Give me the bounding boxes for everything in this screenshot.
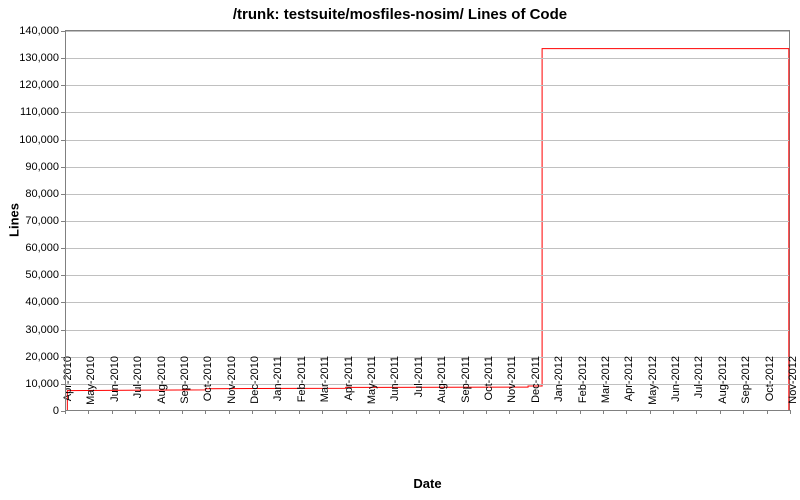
gridline bbox=[65, 31, 789, 32]
x-tick-label: Aug-2010 bbox=[156, 356, 168, 416]
x-tick-label: Mar-2012 bbox=[600, 356, 612, 416]
x-tick-label: Jun-2010 bbox=[109, 356, 121, 416]
x-tick-label: May-2012 bbox=[647, 356, 659, 416]
x-tick-label: Nov-2010 bbox=[226, 356, 238, 416]
x-tick-label: Feb-2012 bbox=[577, 356, 589, 416]
y-tick-label: 120,000 bbox=[19, 79, 65, 91]
x-tick-label: May-2011 bbox=[366, 356, 378, 416]
x-tick-label: Sep-2010 bbox=[179, 356, 191, 416]
x-tick-label: Oct-2011 bbox=[483, 356, 495, 416]
y-tick-label: 140,000 bbox=[19, 25, 65, 37]
y-tick-label: 110,000 bbox=[20, 106, 65, 118]
x-tick-label: Apr-2011 bbox=[343, 356, 355, 416]
y-tick-label: 100,000 bbox=[19, 134, 65, 146]
gridline bbox=[65, 58, 789, 59]
x-tick-label: Jun-2011 bbox=[389, 356, 401, 416]
gridline bbox=[65, 140, 789, 141]
x-tick-label: May-2010 bbox=[85, 356, 97, 416]
x-tick-label: Feb-2011 bbox=[296, 356, 308, 416]
gridline bbox=[65, 248, 789, 249]
x-tick-label: Nov-2011 bbox=[506, 356, 518, 416]
x-tick-label: Aug-2012 bbox=[717, 356, 729, 416]
x-tick-label: Dec-2010 bbox=[249, 356, 261, 416]
y-tick-label: 80,000 bbox=[25, 188, 65, 200]
gridline bbox=[65, 221, 789, 222]
x-tick-label: Apr-2010 bbox=[62, 356, 74, 416]
x-tick-label: Oct-2012 bbox=[764, 356, 776, 416]
x-tick-label: Aug-2011 bbox=[436, 356, 448, 416]
x-tick-label: Jul-2011 bbox=[413, 356, 425, 416]
x-tick-label: Oct-2010 bbox=[202, 356, 214, 416]
x-tick-label: Apr-2012 bbox=[623, 356, 635, 416]
gridline bbox=[65, 167, 789, 168]
x-tick-label: Jan-2012 bbox=[553, 356, 565, 416]
x-tick-label: Mar-2011 bbox=[319, 356, 331, 416]
x-tick-label: Dec-2011 bbox=[530, 356, 542, 416]
x-axis-line bbox=[65, 410, 790, 411]
y-tick-label: 20,000 bbox=[25, 351, 65, 363]
x-tick-label: Jul-2012 bbox=[693, 356, 705, 416]
y-tick-label: 130,000 bbox=[19, 52, 65, 64]
gridline bbox=[65, 112, 789, 113]
gridline bbox=[65, 194, 789, 195]
x-tick-label: Sep-2011 bbox=[460, 356, 472, 416]
x-tick-label: Jul-2010 bbox=[132, 356, 144, 416]
y-axis-line bbox=[65, 31, 66, 411]
y-tick-label: 30,000 bbox=[25, 324, 65, 336]
chart-title: /trunk: testsuite/mosfiles-nosim/ Lines … bbox=[0, 6, 800, 23]
y-tick-label: 70,000 bbox=[25, 215, 65, 227]
y-tick-label: 60,000 bbox=[25, 242, 65, 254]
y-tick-label: 40,000 bbox=[25, 296, 65, 308]
x-tick-label: Nov-2012 bbox=[787, 356, 799, 416]
x-axis-title: Date bbox=[413, 476, 441, 491]
chart-container: /trunk: testsuite/mosfiles-nosim/ Lines … bbox=[0, 0, 800, 500]
gridline bbox=[65, 275, 789, 276]
gridline bbox=[65, 85, 789, 86]
x-tick-label: Jun-2012 bbox=[670, 356, 682, 416]
plot-area: 010,00020,00030,00040,00050,00060,00070,… bbox=[65, 30, 790, 410]
y-tick-label: 90,000 bbox=[25, 161, 65, 173]
y-tick-label: 10,000 bbox=[25, 378, 65, 390]
gridline bbox=[65, 302, 789, 303]
x-tick-label: Jan-2011 bbox=[272, 356, 284, 416]
gridline bbox=[65, 330, 789, 331]
y-tick-label: 50,000 bbox=[25, 269, 65, 281]
x-tick-label: Sep-2012 bbox=[740, 356, 752, 416]
y-axis-title: Lines bbox=[7, 203, 22, 237]
